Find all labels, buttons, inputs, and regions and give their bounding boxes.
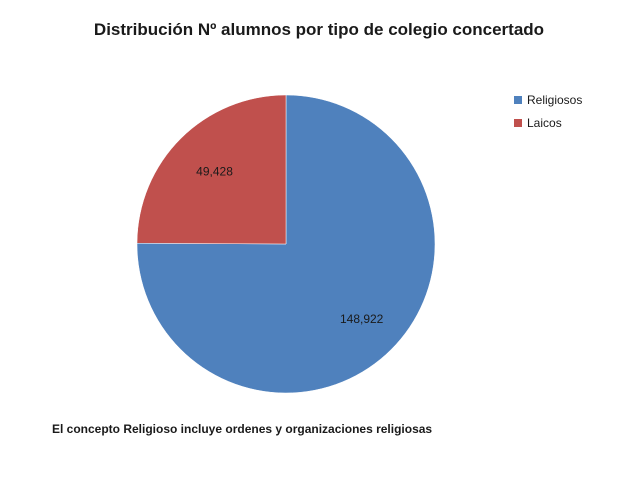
legend-swatch-religiosos bbox=[514, 95, 522, 104]
legend-label-laicos: Laicos bbox=[527, 115, 562, 130]
pie-slice-religiosos bbox=[136, 94, 436, 394]
chart-title: Distribución Nº alumnos por tipo de cole… bbox=[93, 20, 545, 39]
data-label-laicos: 49,428 bbox=[196, 164, 233, 178]
data-label-religiosos: 148,922 bbox=[340, 312, 384, 326]
legend-item-religiosos: Religiosos bbox=[514, 88, 582, 111]
footnote: El concepto Religioso incluye ordenes y … bbox=[52, 422, 433, 436]
legend: Religiosos Laicos bbox=[514, 88, 582, 134]
legend-label-religiosos: Religiosos bbox=[527, 92, 583, 107]
legend-item-laicos: Laicos bbox=[514, 111, 582, 134]
pie-slice-laicos bbox=[136, 94, 287, 245]
legend-swatch-laicos bbox=[514, 118, 522, 127]
